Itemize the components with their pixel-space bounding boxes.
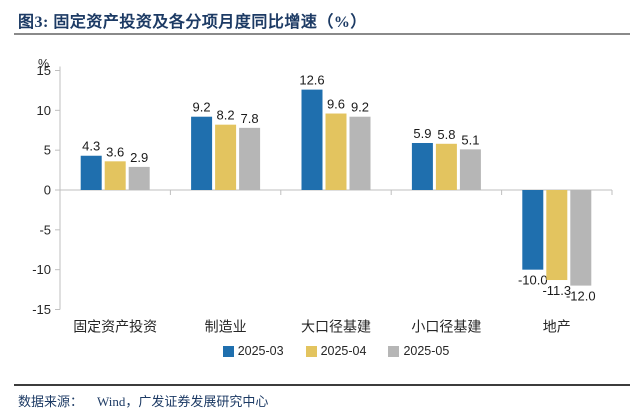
legend-item-2025-05: 2025-05 xyxy=(388,344,449,358)
bar-2025-05-大口径基建 xyxy=(349,116,371,190)
bar-2025-04-小口径基建 xyxy=(435,143,457,190)
bar-2025-04-固定资产投资 xyxy=(104,161,126,190)
bar-value-label: -11.3 xyxy=(542,283,571,298)
bar-value-label: -12.0 xyxy=(566,289,596,304)
title-divider xyxy=(14,33,630,35)
bar-2025-04-大口径基建 xyxy=(325,113,347,190)
bar-2025-04-制造业 xyxy=(215,124,237,190)
bar-value-label: 8.2 xyxy=(217,108,235,123)
chart-legend: 2025-03 2025-04 2025-05 xyxy=(60,344,612,358)
bar-value-label: 9.6 xyxy=(327,97,345,112)
x-category-label: 小口径基建 xyxy=(411,319,481,336)
y-tick-label: -10 xyxy=(32,262,51,277)
legend-swatch-icon xyxy=(222,345,234,357)
bar-2025-03-制造业 xyxy=(191,116,213,190)
legend-swatch-icon xyxy=(305,345,317,357)
bar-value-label: 3.6 xyxy=(106,144,124,159)
data-source: 数据来源： Wind，广发证券发展研究中心 xyxy=(18,391,268,410)
bar-value-label: 5.8 xyxy=(437,127,455,142)
legend-item-2025-04: 2025-04 xyxy=(305,344,367,358)
bar-2025-03-小口径基建 xyxy=(411,142,433,190)
y-axis-unit-label: % xyxy=(38,57,49,71)
bar-value-label: 7.8 xyxy=(241,111,259,126)
bar-2025-05-制造业 xyxy=(239,127,261,190)
legend-label: 2025-04 xyxy=(320,344,367,358)
figure-title: 图3: 固定资产投资及各分项月度同比增速（%） xyxy=(18,14,367,31)
bar-2025-03-大口径基建 xyxy=(301,89,323,190)
y-tick-label: 0 xyxy=(44,183,51,198)
y-tick-label: 10 xyxy=(37,103,51,118)
data-source-label: 数据来源： xyxy=(18,394,84,409)
data-source-text: Wind，广发证券发展研究中心 xyxy=(97,394,269,409)
y-tick-label: -5 xyxy=(39,222,51,237)
bar-value-label: -10.0 xyxy=(518,273,548,288)
bar-value-label: 2.9 xyxy=(130,150,148,165)
bar-value-label: 9.2 xyxy=(351,100,369,115)
bar-chart: % 15 10 5 0 -5 -10 -15 4.3 3.6 2.9 固定资产投资 9.2 8.2 7.8 制… xyxy=(0,40,640,345)
x-category-label: 大口径基建 xyxy=(301,319,371,336)
bar-2025-05-地产 xyxy=(570,190,592,286)
y-tick-label: 5 xyxy=(44,143,51,158)
bar-value-label: 5.1 xyxy=(461,132,479,147)
footer-divider xyxy=(14,384,630,386)
bar-value-label: 5.9 xyxy=(413,126,431,141)
x-category-label: 固定资产投资 xyxy=(73,320,157,336)
x-category-label: 制造业 xyxy=(205,320,247,336)
bar-2025-03-地产 xyxy=(522,190,544,270)
legend-label: 2025-03 xyxy=(237,344,284,358)
chart-canvas: %15 10 5 0 -5 -10 -15 4.3 3.6 2.9 固定资产投资 9.2 8.2 7.8 制… xyxy=(32,57,613,336)
x-category-label: 地产 xyxy=(543,320,571,336)
bar-value-label: 4.3 xyxy=(82,139,100,154)
legend-swatch-icon xyxy=(388,345,400,357)
legend-item-2025-03: 2025-03 xyxy=(222,344,284,358)
y-tick-label: -15 xyxy=(32,302,51,317)
bar-2025-05-小口径基建 xyxy=(459,149,481,190)
legend-label: 2025-05 xyxy=(403,344,450,358)
bar-2025-03-固定资产投资 xyxy=(80,155,102,190)
bar-2025-04-地产 xyxy=(546,190,568,281)
y-tick-label: 15 xyxy=(37,63,51,78)
bar-value-label: 12.6 xyxy=(299,73,324,88)
bar-2025-05-固定资产投资 xyxy=(128,166,150,190)
bar-value-label: 9.2 xyxy=(193,100,211,115)
